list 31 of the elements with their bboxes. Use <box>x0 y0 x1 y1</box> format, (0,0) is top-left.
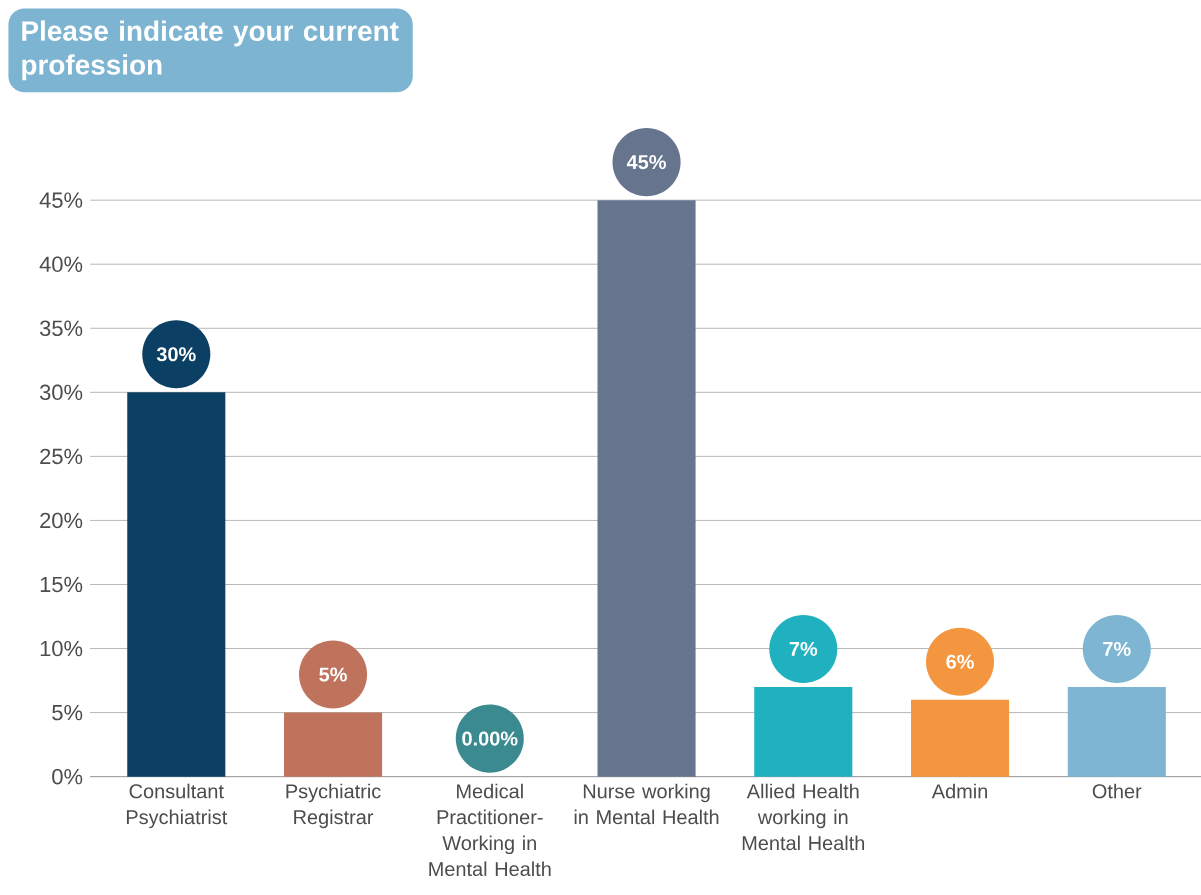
x-tick-label: Psychiatric Registrar <box>286 783 381 829</box>
y-tick-label: 10% <box>40 640 83 657</box>
data-label: 6% <box>946 654 974 669</box>
y-tick-label: 35% <box>39 320 83 337</box>
bar <box>1067 687 1166 777</box>
y-tick-label: 30% <box>39 384 83 401</box>
bar <box>754 687 853 777</box>
y-tick-label: 15% <box>40 576 83 593</box>
y-tick-label: 20% <box>40 512 83 529</box>
x-tick-label: Other <box>1092 783 1142 799</box>
data-label: 7% <box>789 642 818 657</box>
data-label: 30% <box>156 347 196 362</box>
data-label: 7% <box>1103 642 1131 657</box>
bar <box>597 200 696 777</box>
y-tick-label: 25% <box>40 448 83 465</box>
y-tick-label: 5% <box>52 705 83 721</box>
data-label: 5% <box>319 667 347 682</box>
data-label: 45% <box>626 155 666 170</box>
x-tick-label: Medical Practitioner-Working in Mental Health <box>429 783 551 877</box>
y-tick-label: 45% <box>39 192 83 209</box>
x-tick-label: Nurse working in Mental Health <box>574 783 719 825</box>
x-tick-label: Admin <box>931 783 987 799</box>
data-label: 0.00% <box>462 731 518 746</box>
x-tick-label: Consultant Psychiatrist <box>126 783 228 829</box>
x-tick-label: Allied Health working in Mental Health <box>742 783 865 851</box>
bar <box>911 699 1010 777</box>
y-tick-label: 40% <box>39 256 83 273</box>
bar <box>284 712 383 777</box>
chart-title: Please indicate your current profession <box>22 20 399 81</box>
bar <box>127 392 226 777</box>
y-tick-label: 0% <box>52 769 83 785</box>
